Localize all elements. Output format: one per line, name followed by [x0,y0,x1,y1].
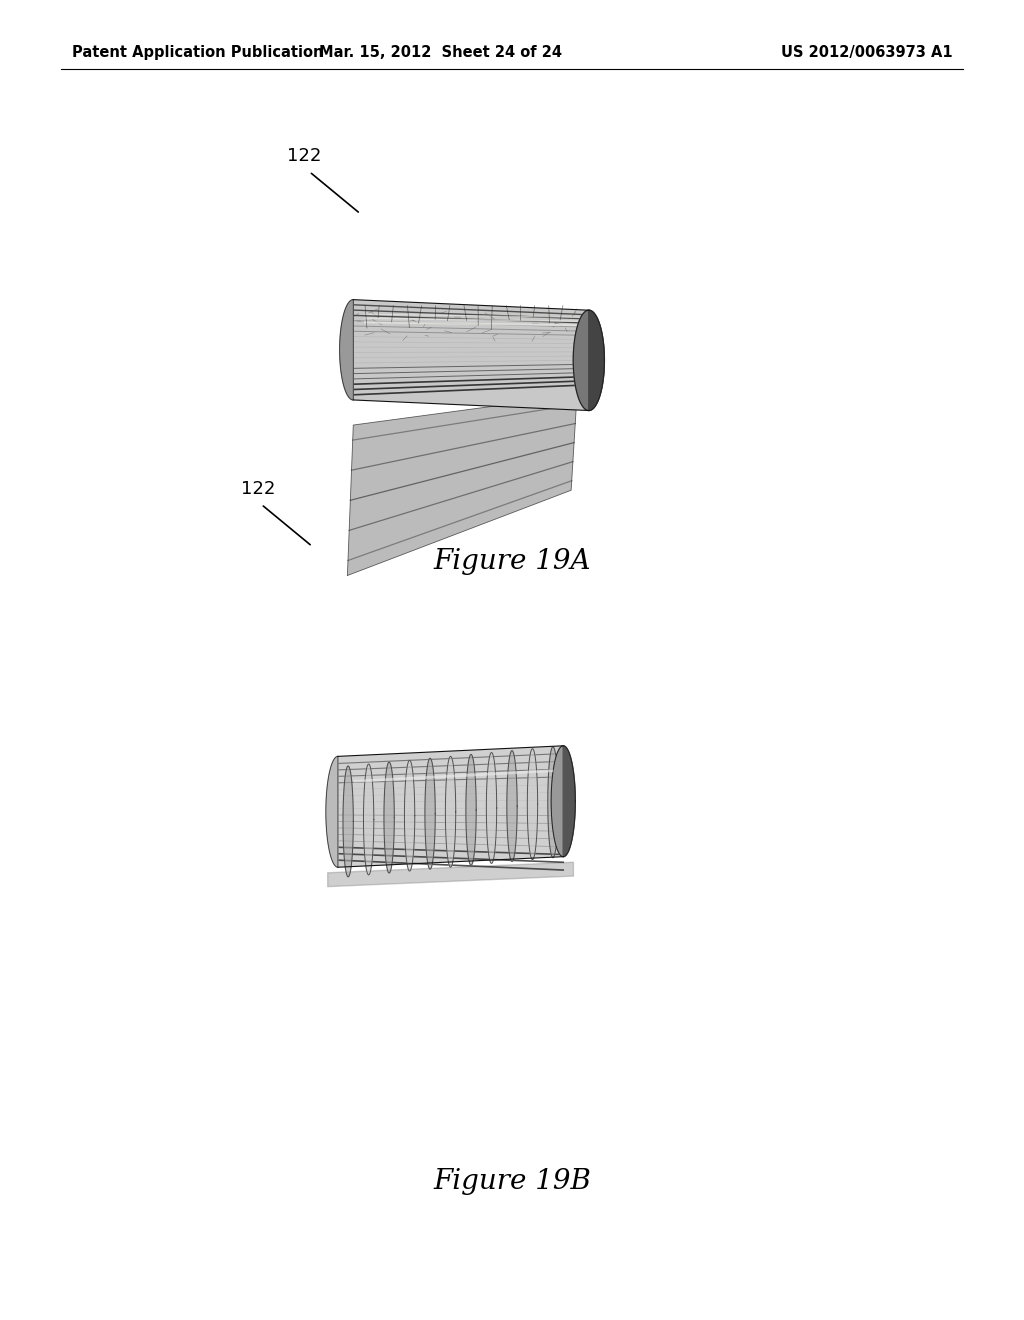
Polygon shape [343,766,353,876]
Text: US 2012/0063973 A1: US 2012/0063973 A1 [780,45,952,61]
Polygon shape [466,755,476,866]
Polygon shape [340,300,353,400]
Polygon shape [589,310,604,411]
Text: Patent Application Publication: Patent Application Publication [72,45,324,61]
Text: Figure 19B: Figure 19B [433,1168,591,1195]
Polygon shape [445,756,456,867]
Polygon shape [548,747,558,858]
Polygon shape [551,746,575,857]
Text: Figure 19A: Figure 19A [433,548,591,574]
Polygon shape [353,300,589,411]
Polygon shape [328,862,573,887]
Polygon shape [527,748,538,859]
Text: 122: 122 [287,147,322,165]
Polygon shape [563,746,575,857]
Polygon shape [573,310,604,411]
Polygon shape [347,395,578,576]
Text: 122: 122 [241,479,275,498]
Polygon shape [486,752,497,863]
Text: Mar. 15, 2012  Sheet 24 of 24: Mar. 15, 2012 Sheet 24 of 24 [318,45,562,61]
Polygon shape [338,746,563,867]
Polygon shape [364,764,374,875]
Polygon shape [507,751,517,862]
Polygon shape [326,756,338,867]
Polygon shape [425,758,435,869]
Polygon shape [384,762,394,873]
Polygon shape [404,760,415,871]
